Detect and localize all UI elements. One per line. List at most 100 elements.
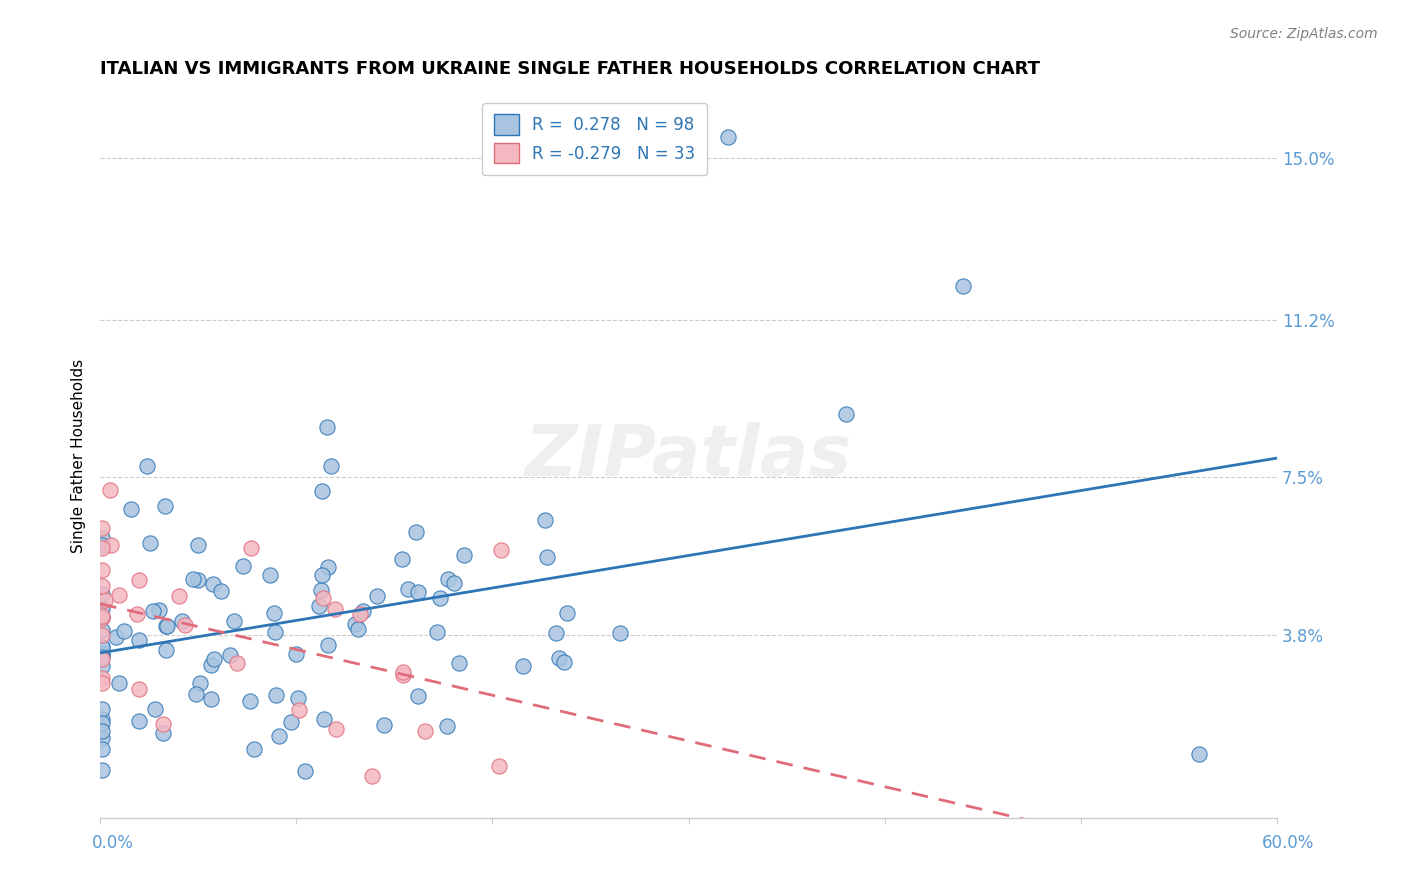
Text: 0.0%: 0.0% [91, 834, 134, 852]
Point [91, 538, 114, 552]
Point [120, 502, 142, 516]
Point [489, 542, 512, 557]
Point [91, 531, 114, 545]
Point [263, 606, 285, 620]
Point [186, 687, 208, 701]
Point [156, 618, 179, 632]
Point [91, 647, 114, 661]
Point [91, 723, 114, 738]
Point [609, 625, 631, 640]
Point [396, 582, 419, 596]
Point [128, 573, 150, 587]
Point [325, 723, 347, 737]
Point [188, 675, 211, 690]
Point [91, 652, 114, 666]
Point [91, 742, 114, 756]
Point [437, 572, 460, 586]
Point [311, 568, 333, 582]
Point [94, 593, 117, 607]
Point [264, 625, 287, 640]
Point [284, 648, 307, 662]
Point [127, 607, 149, 622]
Point [319, 458, 342, 473]
Point [187, 574, 209, 588]
Point [200, 658, 222, 673]
Point [91, 623, 114, 637]
Point [264, 688, 287, 702]
Point [316, 559, 339, 574]
Point [108, 675, 131, 690]
Point [308, 599, 330, 613]
Point [408, 689, 430, 703]
Point [391, 552, 413, 566]
Point [349, 607, 371, 621]
Point [91, 675, 114, 690]
Point [243, 742, 266, 756]
Point [142, 604, 165, 618]
Point [392, 668, 415, 682]
Point [449, 656, 471, 670]
Point [314, 712, 336, 726]
Point [91, 659, 114, 673]
Point [512, 659, 534, 673]
Point [155, 619, 177, 633]
Point [91, 763, 114, 777]
Point [91, 731, 114, 745]
Point [200, 692, 222, 706]
Point [408, 585, 430, 599]
Point [366, 590, 388, 604]
Text: ITALIAN VS IMMIGRANTS FROM UKRAINE SINGLE FATHER HOUSEHOLDS CORRELATION CHART: ITALIAN VS IMMIGRANTS FROM UKRAINE SINGL… [100, 60, 1040, 78]
Point [311, 483, 333, 498]
Point [224, 614, 246, 628]
Point [240, 541, 263, 555]
Text: 60.0%: 60.0% [1263, 834, 1315, 852]
Point [152, 726, 174, 740]
Point [259, 568, 281, 582]
Point [91, 579, 114, 593]
Point [91, 611, 114, 625]
Point [148, 603, 170, 617]
Point [91, 587, 114, 601]
Point [226, 657, 249, 671]
Point [353, 603, 375, 617]
Point [91, 712, 114, 726]
Point [104, 630, 127, 644]
Point [436, 719, 458, 733]
Point [91, 716, 114, 731]
Point [112, 624, 135, 638]
Point [91, 640, 114, 654]
Point [181, 572, 204, 586]
Point [128, 714, 150, 728]
Point [533, 513, 555, 527]
Point [91, 650, 114, 665]
Point [202, 652, 225, 666]
Point [267, 729, 290, 743]
Point [232, 558, 254, 573]
Point [91, 648, 114, 662]
Point [287, 691, 309, 706]
Y-axis label: Single Father Households: Single Father Households [72, 359, 86, 553]
Point [201, 577, 224, 591]
Point [294, 764, 316, 778]
Point [100, 538, 122, 552]
Point [443, 576, 465, 591]
Point [107, 588, 129, 602]
Point [91, 671, 114, 685]
Point [288, 703, 311, 717]
Point [280, 714, 302, 729]
Point [170, 614, 193, 628]
Point [1188, 747, 1211, 761]
Point [544, 626, 567, 640]
Point [152, 717, 174, 731]
Point [135, 458, 157, 473]
Point [209, 583, 232, 598]
Point [100, 483, 122, 497]
Point [553, 655, 575, 669]
Point [429, 591, 451, 605]
Point [219, 648, 242, 662]
Point [91, 610, 114, 624]
Point [91, 609, 114, 624]
Point [392, 665, 415, 680]
Point [717, 130, 740, 145]
Point [405, 525, 427, 540]
